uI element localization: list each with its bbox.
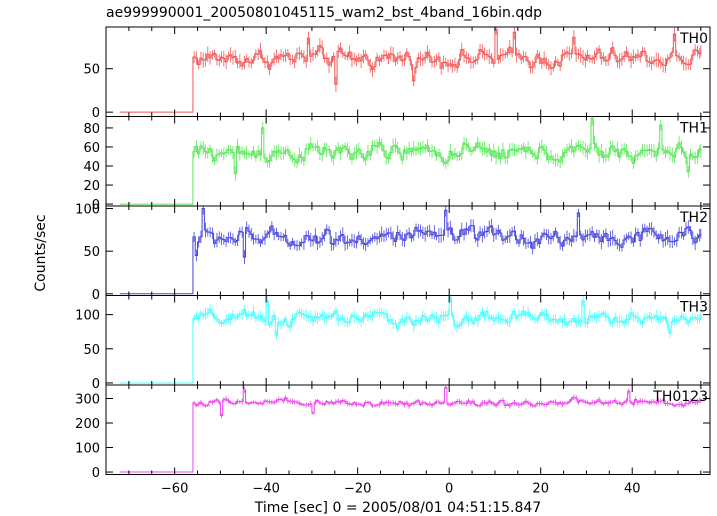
panel-frame-th3 bbox=[105, 295, 711, 386]
x-tick-label: −60 bbox=[161, 482, 188, 497]
panel-th1: 0 20 40 60 80 TH1 bbox=[83, 116, 711, 213]
light-curve-th0 bbox=[119, 29, 702, 113]
y-tick-label: 60 bbox=[83, 141, 100, 156]
panel-th3: 0 50 100 TH3 bbox=[75, 295, 711, 392]
panel-label-th1: TH1 bbox=[679, 121, 708, 137]
x-axis-title: Time [sec] 0 = 2005/08/01 04:51:15.847 bbox=[254, 500, 541, 516]
y-tick-label: 100 bbox=[75, 309, 100, 324]
panel-label-th3: TH3 bbox=[679, 300, 708, 316]
y-axis-title: Counts/sec bbox=[33, 214, 49, 291]
y-tick-label: 0 bbox=[92, 198, 100, 213]
y-tick-label: 0 bbox=[92, 106, 100, 121]
panel-label-th2: TH2 bbox=[679, 210, 708, 226]
panel-label-th0123: TH0123 bbox=[652, 389, 708, 405]
x-tick-label: 0 bbox=[445, 482, 453, 497]
light-curve-th2 bbox=[119, 208, 702, 295]
y-tick-label: 40 bbox=[83, 160, 100, 175]
panel-th0: 0 50 TH0 bbox=[83, 26, 711, 121]
y-tick-label: 0 bbox=[92, 288, 100, 303]
y-tick-label: 50 bbox=[83, 245, 100, 260]
light-curve-th1 bbox=[119, 117, 702, 205]
light-curve-th3 bbox=[119, 297, 702, 384]
panel-frame-th0123 bbox=[105, 384, 711, 475]
chart-title: ae999990001_20050801045115_wam2_bst_4ban… bbox=[106, 5, 542, 21]
y-tick-label: 100 bbox=[75, 203, 100, 218]
x-tick-label: −40 bbox=[252, 482, 279, 497]
y-tick-label: 50 bbox=[83, 63, 100, 78]
y-tick-label: 100 bbox=[75, 442, 100, 457]
y-tick-label: 0 bbox=[92, 466, 100, 481]
x-tick-label: 40 bbox=[624, 482, 641, 497]
y-tick-label: 50 bbox=[83, 343, 100, 358]
light-curve-th0123 bbox=[119, 386, 702, 473]
error-bars-th2 bbox=[193, 206, 702, 265]
y-tick-label: 0 bbox=[92, 377, 100, 392]
error-bars-th1 bbox=[193, 116, 702, 181]
series-th0123 bbox=[119, 385, 702, 473]
series-th0 bbox=[119, 27, 702, 113]
panel-frame-th0 bbox=[105, 26, 711, 117]
x-tick-label: −20 bbox=[344, 482, 371, 497]
y-tick-label: 20 bbox=[83, 179, 100, 194]
x-tick-label: 20 bbox=[532, 482, 549, 497]
panel-th2: 0 50 100 TH2 bbox=[75, 203, 711, 303]
series-th2 bbox=[119, 206, 702, 295]
error-bars-th3 bbox=[193, 295, 702, 340]
panel-th0123: 0 100 200 300 TH0123 bbox=[75, 384, 711, 481]
error-bars-th0 bbox=[193, 27, 702, 93]
y-tick-label: 80 bbox=[83, 122, 100, 137]
y-tick-label: 300 bbox=[75, 392, 100, 407]
series-th3 bbox=[119, 295, 702, 384]
panel-label-th0: TH0 bbox=[679, 31, 708, 47]
series-th1 bbox=[119, 116, 702, 205]
y-tick-label: 200 bbox=[75, 417, 100, 432]
